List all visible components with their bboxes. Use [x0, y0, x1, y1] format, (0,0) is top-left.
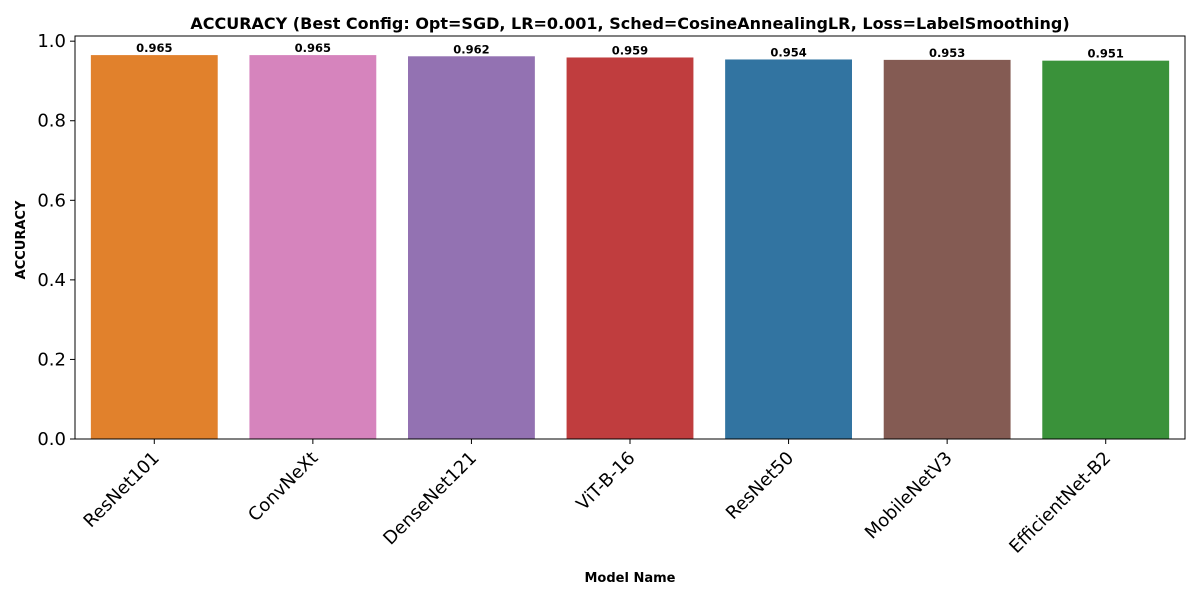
y-tick-label: 0.0 [37, 429, 66, 450]
value-label: 0.953 [929, 46, 965, 60]
y-tick-label: 0.4 [37, 270, 66, 291]
value-label: 0.962 [453, 42, 489, 56]
bar [725, 59, 852, 440]
y-tick-label: 0.2 [37, 349, 66, 370]
x-tick-label: MobileNetV3 [861, 448, 957, 544]
plot-frame [74, 35, 1186, 440]
y-tick-label: 0.6 [37, 190, 66, 211]
x-axis-label: Model Name [585, 571, 676, 586]
value-label: 0.965 [295, 41, 331, 55]
y-tick-label: 0.8 [37, 111, 66, 132]
value-label: 0.965 [136, 41, 172, 55]
y-tick-label: 1.0 [37, 31, 66, 52]
x-tick-label: DenseNet121 [379, 448, 481, 550]
x-tick-label: ResNet50 [722, 448, 798, 524]
bar [1042, 60, 1170, 440]
bar [566, 57, 694, 439]
x-tick-label: ViT-B-16 [572, 448, 639, 515]
value-label: 0.959 [612, 43, 648, 57]
bar [90, 55, 218, 439]
x-tick-label: EfficientNet-B2 [1005, 448, 1115, 558]
plot-area: 0.965 ResNet101 0.965 ConvNeXt 0.962 DenseNet… [37, 31, 1186, 558]
value-label: 0.951 [1088, 47, 1124, 61]
bar [249, 55, 377, 439]
x-tick-label: ConvNeXt [244, 448, 322, 526]
y-axis-label: ACCURACY [14, 200, 29, 279]
x-tick-label: ResNet101 [80, 448, 164, 532]
chart-title: ACCURACY (Best Config: Opt=SGD, LR=0.001… [190, 14, 1069, 33]
bar [408, 56, 535, 439]
value-label: 0.954 [770, 45, 806, 59]
bar [883, 59, 1011, 440]
